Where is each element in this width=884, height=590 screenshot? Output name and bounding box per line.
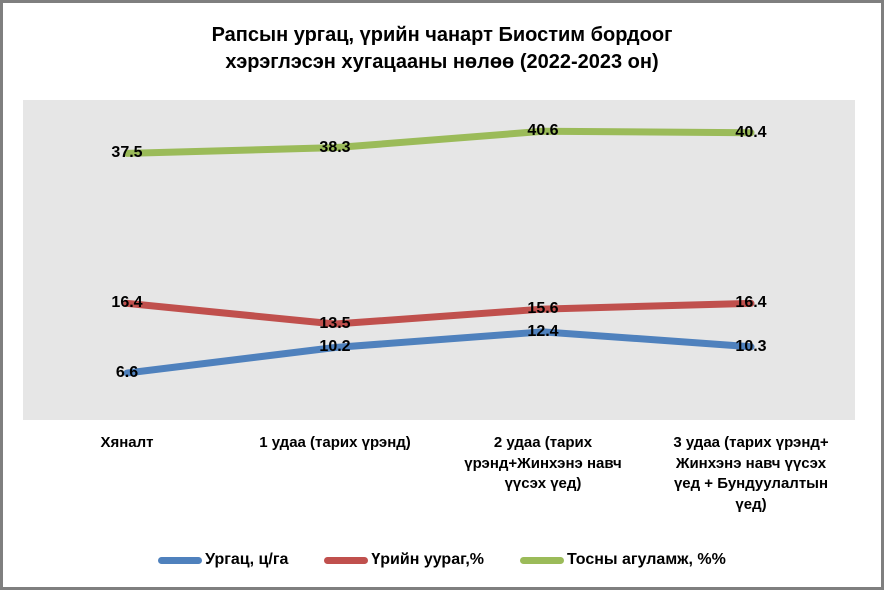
line-series-canvas bbox=[123, 127, 755, 377]
chart-title-line2: хэрэглэсэн хугацааны нөлөө (2022-2023 он… bbox=[225, 51, 659, 73]
data-label: 38.3 bbox=[319, 138, 351, 156]
legend-label: Тосны агуламж, %% bbox=[567, 551, 726, 568]
legend-marker-icon bbox=[520, 556, 565, 564]
data-label: 10.2 bbox=[319, 338, 351, 356]
data-label: 6.6 bbox=[115, 364, 139, 382]
legend-label: Үрийн уураг,% bbox=[371, 551, 485, 568]
x-axis-label-text: 2 удаа (тарих үрэнд+Жинхэнэ навч үүсэх ү… bbox=[464, 434, 622, 493]
x-axis-labels: Хяналт 1 удаа (тарих үрэнд) 2 удаа (тарих … bbox=[23, 433, 855, 516]
legend-item: Үрийн уураг,% bbox=[324, 551, 484, 569]
series-line-0 bbox=[123, 328, 755, 377]
legend-label: Ургац, ц/га bbox=[205, 551, 289, 568]
x-axis-label-text: 3 удаа (тарих үрэнд+ Жинхэнэ навч үүсэх … bbox=[673, 434, 829, 514]
legend-item: Ургац, ц/га bbox=[158, 551, 288, 569]
x-axis-label: 3 удаа (тарих үрэнд+ Жинхэнэ навч үүсэх … bbox=[647, 433, 855, 516]
legend-marker-icon bbox=[324, 556, 369, 564]
data-label: 15.6 bbox=[527, 300, 559, 318]
data-label: 12.4 bbox=[527, 322, 559, 340]
x-axis-label-text: 1 удаа (тарих үрэнд) bbox=[259, 434, 411, 451]
x-axis-label: Хяналт bbox=[23, 433, 231, 516]
series-line-1 bbox=[123, 299, 755, 328]
data-label: 37.5 bbox=[111, 144, 143, 162]
legend-marker-icon bbox=[158, 556, 203, 564]
x-axis-label-text: Хяналт bbox=[100, 434, 154, 451]
data-label: 16.4 bbox=[111, 294, 143, 312]
data-label: 13.5 bbox=[319, 315, 351, 332]
data-label: 10.3 bbox=[735, 337, 767, 355]
data-label: 16.4 bbox=[735, 294, 767, 312]
series-line-2 bbox=[123, 127, 755, 157]
plot-area: 6.6 10.2 12.4 10.3 16.4 13.5 15.6 16.4 37.5 38.3 4… bbox=[23, 100, 855, 420]
legend-item: Тосны агуламж, %% bbox=[520, 551, 726, 569]
x-axis-label: 1 удаа (тарих үрэнд) bbox=[231, 433, 439, 516]
chart-title-line1: Рапсын ургац, үрийн чанарт Биостим бордо… bbox=[211, 24, 673, 46]
legend: Ургац, ц/га Үрийн уураг,% Тосны агуламж, %… bbox=[3, 551, 881, 569]
data-label: 40.4 bbox=[735, 123, 767, 141]
data-label: 40.6 bbox=[527, 122, 559, 140]
chart-title: Рапсын ургац, үрийн чанарт Биостим бордо… bbox=[3, 22, 881, 76]
x-axis-label: 2 удаа (тарих үрэнд+Жинхэнэ навч үүсэх ү… bbox=[439, 433, 647, 516]
